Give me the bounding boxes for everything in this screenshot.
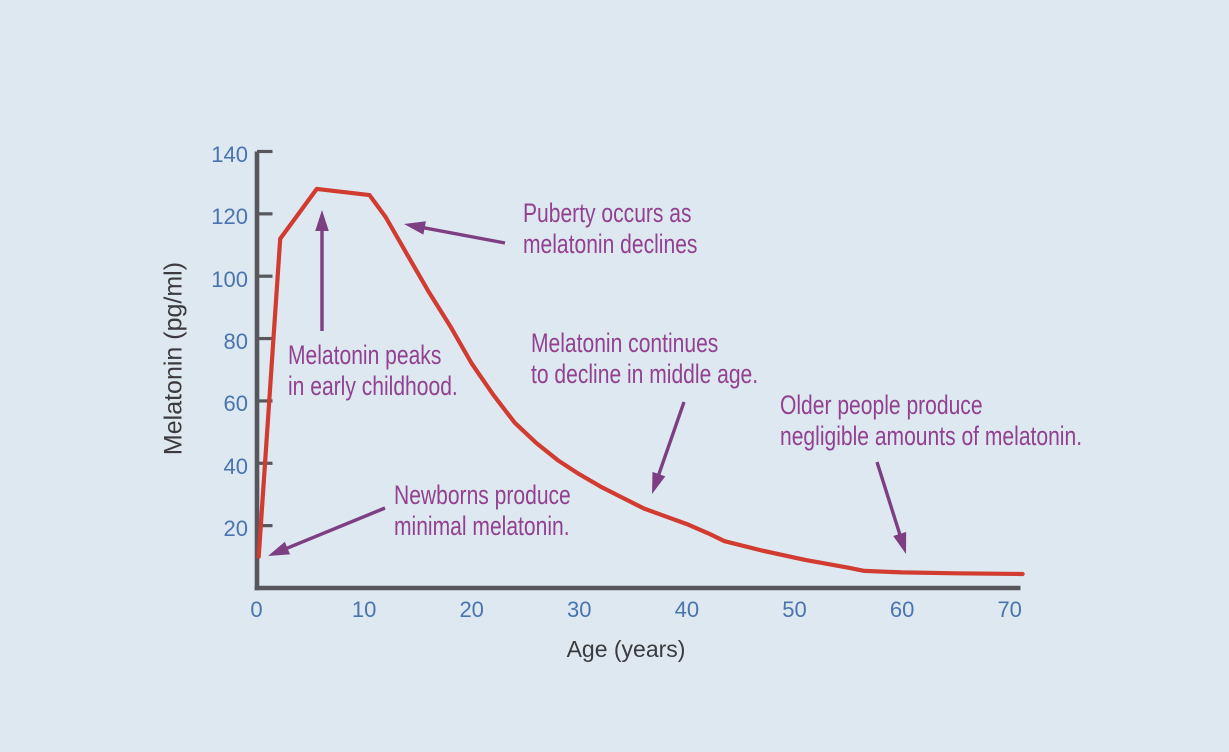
arrow-shaft (655, 401, 686, 479)
arrow-shaft (283, 506, 386, 552)
annotation-line: melatonin declines (523, 229, 698, 259)
annotation-arrow (404, 221, 506, 245)
arrow-shaft (420, 225, 506, 245)
annotation-newborns: Newborns produce minimal melatonin. (394, 480, 571, 542)
x-tick-label: 20 (459, 597, 484, 622)
annotation-line: to decline in middle age. (531, 359, 759, 389)
melatonin-curve (256, 186, 1025, 577)
annotation-arrow (315, 210, 329, 331)
y-tick-label: 100 (211, 266, 248, 292)
x-tick-label: 60 (889, 597, 915, 622)
arrow-head (315, 210, 329, 231)
annotation-arrow (875, 461, 907, 554)
annotation-line: Melatonin peaks (288, 340, 442, 370)
y-tick-label: 80 (223, 329, 248, 355)
annotation-arrow (652, 401, 686, 494)
y-tick-label: 40 (223, 453, 248, 479)
arrow-shaft (875, 461, 903, 539)
annotation-older-people: Older people produce negligible amounts … (780, 390, 1082, 452)
annotation-line: minimal melatonin. (394, 511, 570, 541)
annotation-line: Older people produce (780, 390, 983, 420)
annotation-puberty: Puberty occurs as melatonin declines (523, 198, 697, 260)
arrow-head (652, 471, 666, 494)
x-tick-label: 50 (782, 597, 807, 622)
arrow-head (893, 531, 907, 554)
x-tick-label: 40 (674, 597, 700, 622)
arrow-head (404, 221, 426, 235)
arrow-head (268, 541, 291, 556)
annotation-line: in early childhood. (288, 371, 458, 401)
annotation-line: Puberty occurs as (523, 198, 692, 228)
x-axis-title: Age (years) (566, 636, 686, 662)
y-tick-label: 120 (211, 204, 248, 230)
annotation-arrow (268, 506, 386, 556)
annotation-line: negligible amounts of melatonin. (780, 421, 1083, 451)
x-tick-label: 70 (997, 597, 1022, 622)
annotation-middle-age: Melatonin continues to decline in middle… (531, 328, 758, 390)
annotation-peak-childhood: Melatonin peaks in early childhood. (288, 340, 458, 402)
annotation-line: Newborns produce (394, 480, 571, 510)
y-axis-ticks (257, 149, 273, 528)
x-tick-label: 10 (351, 597, 377, 622)
x-tick-label: 0 (250, 597, 263, 622)
annotation-line: Melatonin continues (531, 328, 719, 358)
y-tick-label: 60 (223, 391, 248, 417)
x-tick-label: 30 (567, 597, 592, 622)
annotation-arrows (268, 210, 907, 556)
y-tick-label: 140 (211, 141, 248, 167)
y-tick-label: 20 (223, 516, 248, 542)
